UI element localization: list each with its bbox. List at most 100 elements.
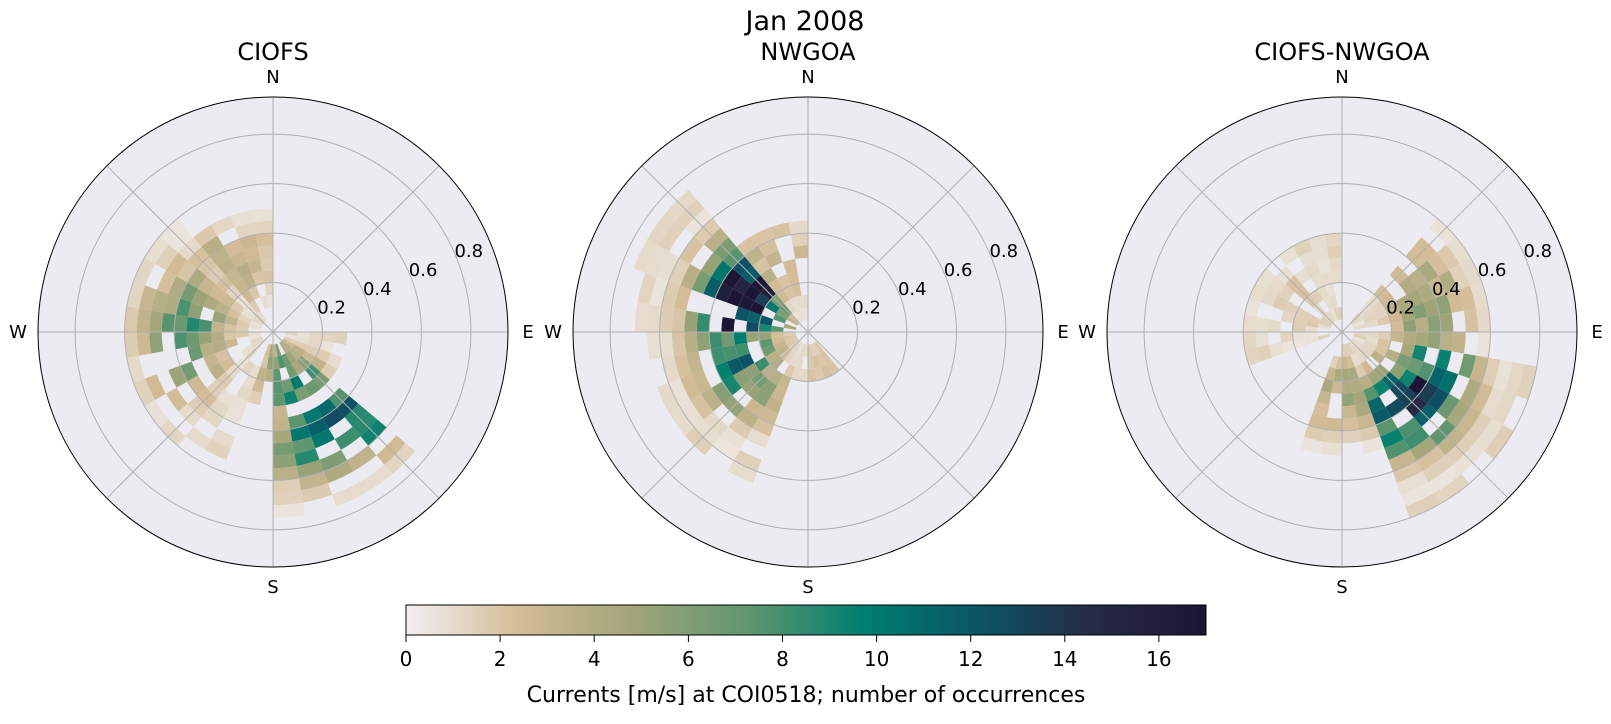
rose-cell: [1268, 342, 1284, 358]
rose-cell: [1267, 276, 1286, 295]
rose-cell: [1427, 365, 1447, 388]
rose-cell: [1380, 428, 1404, 449]
rose-cell: [320, 362, 338, 380]
rose-cell: [247, 258, 263, 274]
rose-cell: [124, 306, 139, 332]
rose-cell: [1376, 315, 1391, 326]
rose-cell: [1303, 425, 1325, 442]
rose-cell: [722, 375, 742, 396]
radial-tick-label: 0.6: [409, 260, 438, 281]
rose-cell: [191, 288, 209, 307]
rose-cell: [233, 278, 249, 295]
rose-cell: [238, 313, 252, 324]
rose-cell: [226, 307, 241, 320]
rose-cell: [659, 332, 674, 358]
rose-cell: [1359, 425, 1381, 442]
rose-cell: [1474, 418, 1503, 452]
grid-spoke: [272, 165, 440, 333]
rose-cell: [752, 257, 771, 276]
rose-cell: [799, 307, 806, 321]
rose-cell: [1481, 357, 1501, 387]
rose-cell: [769, 222, 791, 239]
rose-cell: [812, 355, 821, 369]
panel-title: CIOFS-NWGOA: [1254, 38, 1430, 66]
rose-cell: [307, 338, 322, 349]
colorbar-gradient: [405, 604, 1207, 636]
rose-cell: [281, 378, 295, 393]
rose-cell: [241, 360, 255, 375]
rose-cell: [1277, 284, 1295, 302]
rose-cell: [647, 212, 676, 246]
rose-cell: [1325, 366, 1336, 381]
rose-cell: [253, 220, 273, 235]
rose-cell: [700, 252, 723, 277]
rose-cell: [1374, 344, 1389, 357]
rose-cell: [248, 285, 261, 300]
rose-cell: [333, 332, 348, 345]
rose-cell: [229, 396, 248, 414]
rose-cell: [224, 338, 239, 349]
rose-cell: [291, 360, 305, 375]
rose-cell: [1388, 310, 1403, 324]
rose-cell: [679, 400, 704, 428]
rose-cell: [1397, 417, 1422, 440]
rose-cell: [752, 388, 771, 407]
rose-cell: [219, 292, 236, 308]
rose-cell: [743, 284, 761, 302]
rose-cell: [1322, 429, 1342, 444]
rose-cell: [645, 245, 669, 277]
colorbar-tick-label: 12: [958, 647, 983, 671]
rose-cell: [749, 301, 766, 316]
rose-cell: [1304, 262, 1321, 279]
rose-cell: [208, 362, 226, 380]
rose-cell: [262, 270, 273, 284]
rose-cell: [187, 268, 207, 289]
rose-cell: [1365, 336, 1379, 345]
rose-cell: [768, 369, 784, 386]
rose-cell: [273, 380, 284, 394]
rose-cell: [722, 268, 742, 289]
rose-cell: [1353, 334, 1367, 341]
rose-cell: [1308, 234, 1327, 251]
rose-cell: [211, 428, 235, 449]
rose-cell: [174, 314, 188, 332]
rose-cell: [1320, 316, 1333, 326]
rose-cell: [1342, 368, 1351, 382]
rose-cell: [775, 308, 790, 320]
rose-cell: [199, 342, 215, 358]
rose-cell: [1342, 380, 1353, 394]
rose-cell: [240, 308, 255, 320]
rose-cell: [1243, 332, 1257, 350]
rose-cell: [294, 448, 320, 466]
rose-cell: [275, 343, 282, 357]
polar-grid: [1107, 97, 1577, 567]
rose-cell: [721, 332, 735, 347]
rose-cell: [783, 364, 796, 379]
rose-cell: [1260, 288, 1278, 307]
rose-cell: [734, 342, 750, 358]
rose-cell: [1365, 319, 1379, 328]
rose-cell: [703, 276, 723, 299]
rose-cell: [1410, 436, 1438, 461]
rose-cell: [235, 385, 252, 402]
rose-cell: [1292, 323, 1306, 332]
rose-cell: [743, 362, 761, 380]
rose-cell: [1455, 406, 1482, 436]
rose-cell: [1390, 332, 1404, 343]
rose-cell: [1342, 429, 1362, 444]
rose-cell: [201, 407, 224, 429]
compass-label-w: W: [9, 322, 27, 343]
rose-cell: [136, 332, 152, 356]
colorbar-tick-label: 0: [400, 647, 413, 671]
rose-cell: [319, 449, 348, 472]
rose-cell: [258, 245, 273, 259]
rose-cell: [251, 338, 264, 348]
rose-cell: [1351, 338, 1364, 348]
rose-cell: [1435, 349, 1452, 371]
rose-cell: [783, 323, 797, 330]
rose-cell: [658, 220, 685, 252]
polar-spine: [572, 96, 1044, 568]
rose-cell: [273, 490, 304, 506]
colorbar-tick-label: 8: [776, 647, 789, 671]
rose-cell: [1395, 353, 1412, 370]
